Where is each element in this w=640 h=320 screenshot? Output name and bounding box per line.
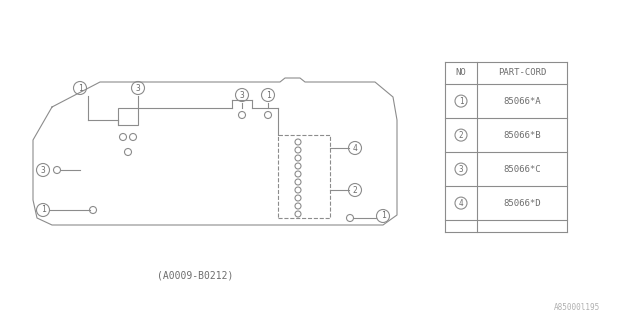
Text: (A0009-B0212): (A0009-B0212) [157, 270, 233, 280]
Text: 85066*D: 85066*D [503, 199, 541, 208]
Text: NO: NO [456, 68, 467, 77]
Text: PART-CORD: PART-CORD [498, 68, 546, 77]
Text: 1: 1 [77, 84, 83, 92]
Text: 85066*B: 85066*B [503, 131, 541, 140]
Text: 3: 3 [40, 165, 45, 174]
Text: 1: 1 [40, 205, 45, 214]
Text: 1: 1 [381, 212, 385, 220]
Text: 1: 1 [459, 97, 463, 106]
Bar [278, 135, 330, 218]
Bar [118, 108, 138, 125]
Text: 2: 2 [459, 131, 463, 140]
Text: 1: 1 [266, 91, 271, 100]
Text: 3: 3 [459, 164, 463, 173]
Text: 4: 4 [353, 143, 357, 153]
Text: 85066*C: 85066*C [503, 164, 541, 173]
Text: 2: 2 [353, 186, 357, 195]
Text: 3: 3 [136, 84, 140, 92]
Text: 85066*A: 85066*A [503, 97, 541, 106]
Text: A85000l195: A85000l195 [554, 303, 600, 312]
Text: 4: 4 [459, 199, 463, 208]
Text: 3: 3 [239, 91, 244, 100]
